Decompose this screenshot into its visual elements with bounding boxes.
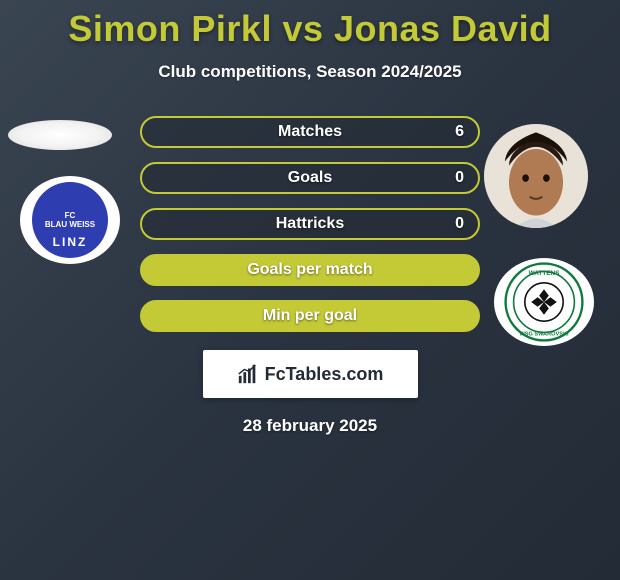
stat-value: 0 (455, 169, 464, 187)
player-left-avatar (8, 120, 112, 150)
stat-label: Goals per match (247, 261, 372, 279)
stat-row-matches: Matches 6 (140, 116, 480, 148)
footer-date: 28 february 2025 (0, 416, 620, 436)
stats-table: Matches 6 Goals 0 Hattricks 0 Goals per … (140, 116, 480, 332)
branding-text: FcTables.com (265, 364, 384, 385)
stat-row-goals: Goals 0 (140, 162, 480, 194)
club-badge-right: WATTENS WSG SWAROVSKI (494, 258, 594, 346)
stat-label: Min per goal (263, 307, 357, 325)
stat-value: 0 (455, 215, 464, 233)
stat-row-hattricks: Hattricks 0 (140, 208, 480, 240)
badge-text-line: BLAU WEISS (45, 220, 95, 229)
page-subtitle: Club competitions, Season 2024/2025 (0, 62, 620, 82)
stat-label: Hattricks (276, 215, 344, 233)
svg-text:WATTENS: WATTENS (529, 270, 561, 277)
stat-row-goals-per-match: Goals per match (140, 254, 480, 286)
badge-text-line: FC (65, 211, 76, 220)
page-title: Simon Pirkl vs Jonas David (0, 8, 620, 50)
bar-chart-icon (237, 363, 259, 385)
badge-footer: LINZ (53, 236, 88, 250)
branding-box: FcTables.com (203, 350, 418, 398)
club-badge-right-icon: WATTENS WSG SWAROVSKI (504, 262, 584, 342)
avatar-illustration-icon (484, 124, 588, 228)
comparison-card: Simon Pirkl vs Jonas David Club competit… (0, 0, 620, 436)
club-badge-left-inner: FC BLAU WEISS LINZ (32, 182, 108, 258)
stat-label: Goals (288, 169, 332, 187)
stat-row-min-per-goal: Min per goal (140, 300, 480, 332)
club-badge-left: FC BLAU WEISS LINZ (20, 176, 120, 264)
stat-value: 6 (455, 123, 464, 141)
player-right-avatar (484, 124, 588, 228)
stat-label: Matches (278, 123, 342, 141)
svg-text:WSG SWAROVSKI: WSG SWAROVSKI (519, 332, 569, 338)
